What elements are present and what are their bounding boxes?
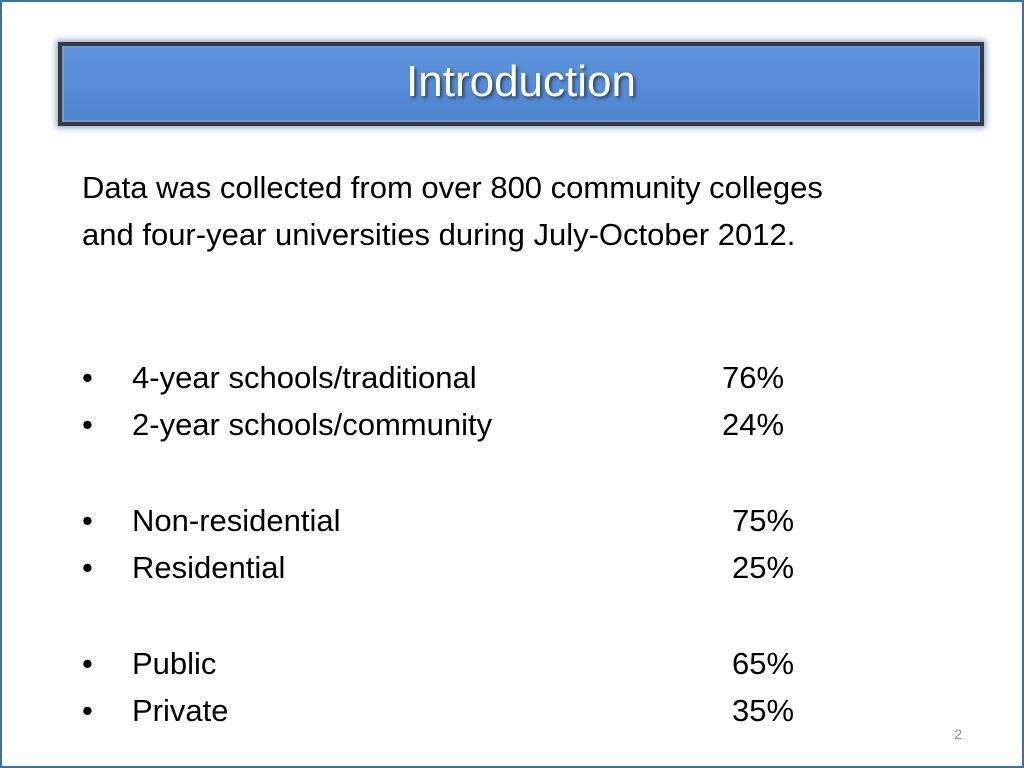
bullet-marker: • xyxy=(82,693,93,728)
page-number: 2 xyxy=(954,726,962,742)
bullet-label: Residential xyxy=(132,550,286,585)
bullet-value: 35% xyxy=(732,693,795,728)
intro-paragraph: Data was collected from over 800 communi… xyxy=(82,170,823,252)
bullet-label: Private xyxy=(132,693,229,728)
bullet-group-school-type: • 4-year schools/traditional 76% • 2-yea… xyxy=(82,354,842,448)
title-bar: Introduction xyxy=(58,42,984,126)
bullet-group-ownership: • Public 65% • Private 35% xyxy=(82,640,842,734)
bullet-item: • Non-residential 75% xyxy=(82,497,842,544)
bullet-item: • Private 35% xyxy=(82,687,842,734)
bullet-label: 2-year schools/community xyxy=(132,407,493,442)
bullet-label: Non-residential xyxy=(132,503,341,538)
bullet-value: 24% xyxy=(722,407,785,442)
bullet-label: Public xyxy=(132,646,217,681)
bullet-item: • 4-year schools/traditional 76% xyxy=(82,354,842,401)
bullet-item: • Residential 25% xyxy=(82,544,842,591)
bullet-marker: • xyxy=(82,407,93,442)
bullet-marker: • xyxy=(82,646,93,681)
bullet-item: • Public 65% xyxy=(82,640,842,687)
bullet-marker: • xyxy=(82,550,93,585)
bullet-value: 25% xyxy=(732,550,795,585)
bullet-marker: • xyxy=(82,503,93,538)
bullet-value: 65% xyxy=(732,646,795,681)
bullet-marker: • xyxy=(82,360,93,395)
bullet-value: 76% xyxy=(722,360,785,395)
bullet-value: 75% xyxy=(732,503,795,538)
bullet-label: 4-year schools/traditional xyxy=(132,360,477,395)
bullet-item: • 2-year schools/community 24% xyxy=(82,401,842,448)
slide-title: Introduction xyxy=(406,57,636,106)
bullet-group-residency: • Non-residential 75% • Residential 25% xyxy=(82,497,842,591)
